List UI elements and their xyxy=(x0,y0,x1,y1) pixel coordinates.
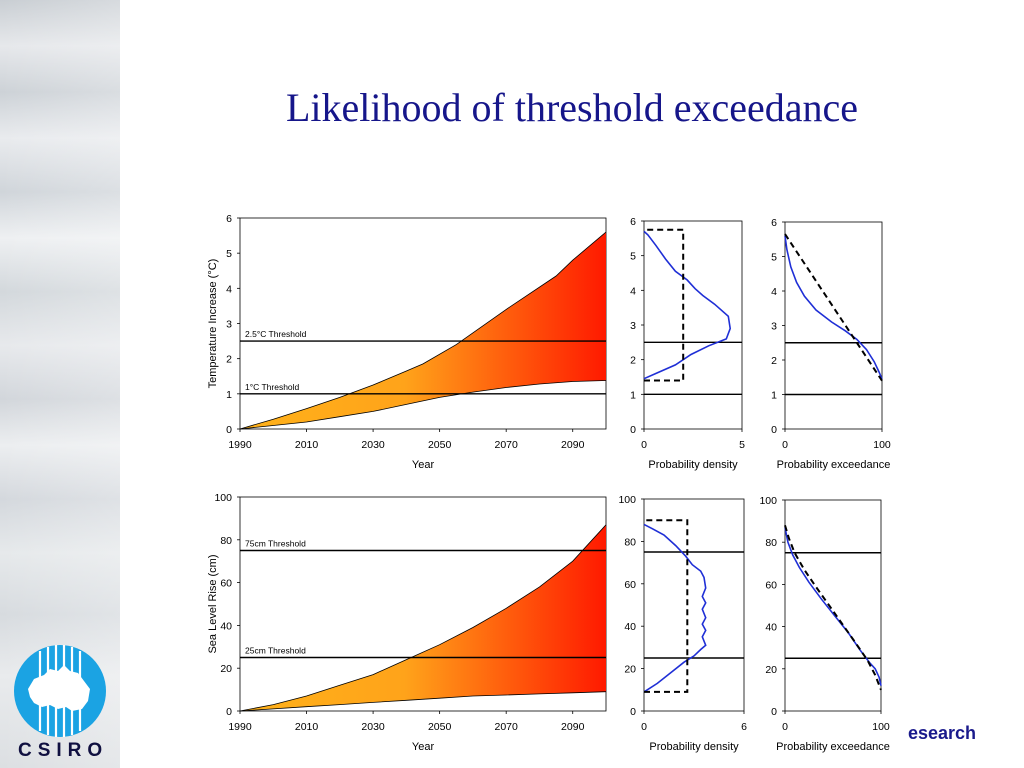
sea_density-xtick-label-1: 6 xyxy=(741,721,747,733)
sea_projection-xlabel: Year xyxy=(412,741,435,753)
temp_exceedance-ytick-label-3: 3 xyxy=(771,321,777,333)
temp_density-ytick-label-4: 4 xyxy=(630,285,636,297)
temp_density-ytick-label-6: 6 xyxy=(630,216,636,228)
temp_density-ytick-label-5: 5 xyxy=(630,251,636,263)
sea_exceedance-ytick-label-4: 80 xyxy=(765,537,777,549)
temp_exceedance-ytick-label-6: 6 xyxy=(771,217,777,229)
temp_projection-ylabel: Temperature Increase (°C) xyxy=(207,259,219,389)
sea_exceedance-ytick-label-0: 0 xyxy=(771,706,777,718)
sea_projection-xtick-label-0: 1990 xyxy=(228,721,252,733)
csiro-logo xyxy=(14,645,106,737)
temp_projection-area-fill xyxy=(240,232,606,429)
sea_projection-xtick-label-3: 2050 xyxy=(428,721,452,733)
temp_projection-xtick-label-0: 1990 xyxy=(228,439,252,451)
temp_projection-ytick-label-6: 6 xyxy=(226,213,232,225)
sea_exceedance-xtick-label-1: 100 xyxy=(872,721,890,733)
temp_projection-ytick-label-3: 3 xyxy=(226,319,232,331)
sea_projection-xtick-label-2: 2030 xyxy=(361,721,385,733)
sidebar-overlay xyxy=(0,0,120,768)
temp_exceedance-plot-frame xyxy=(784,221,883,430)
sea_density-ytick-label-2: 40 xyxy=(624,621,636,633)
sea_density-series-solid-0 xyxy=(643,523,707,693)
sea_projection-ytick-label-0: 0 xyxy=(226,706,232,718)
sea_density-ytick-label-3: 60 xyxy=(624,579,636,591)
temp_density-series-solid-0 xyxy=(643,230,732,380)
sea_exceedance-xtick-label-0: 0 xyxy=(782,721,788,733)
sea_projection-ylabel: Sea Level Rise (cm) xyxy=(207,554,219,653)
temp_density-xlabel: Probability density xyxy=(648,459,738,471)
temp_exceedance-xtick-label-1: 100 xyxy=(873,439,891,451)
temp_exceedance-ytick-label-5: 5 xyxy=(771,252,777,264)
temp_projection-lower-line xyxy=(239,380,607,430)
sea_projection-ytick-label-5: 100 xyxy=(214,492,232,504)
sidebar-background xyxy=(0,0,120,768)
temp_density-ytick-label-1: 1 xyxy=(630,389,636,401)
sea_projection-xtick-label-1: 2010 xyxy=(295,721,319,733)
sea_projection-xtick-label-5: 2090 xyxy=(561,721,585,733)
sea_density-ytick-label-0: 0 xyxy=(630,706,636,718)
temp_projection-threshold-label-1: 1°C Threshold xyxy=(245,382,300,392)
temp_projection-xtick-label-5: 2090 xyxy=(561,439,585,451)
sea_density-series-dashed-1 xyxy=(644,519,689,693)
temp_exceedance-ytick-label-2: 2 xyxy=(771,355,777,367)
temp_density-plot-frame xyxy=(643,220,743,430)
temp_projection-upper-line xyxy=(239,231,607,430)
temp_projection-ytick-label-1: 1 xyxy=(226,389,232,401)
sea_density-plot-frame xyxy=(643,498,745,712)
temp_exceedance-ytick-label-1: 1 xyxy=(771,390,777,402)
temp_density-ytick-label-3: 3 xyxy=(630,320,636,332)
temp_exceedance-xlabel: Probability exceedance xyxy=(777,459,891,471)
slide-title: Likelihood of threshold exceedance xyxy=(286,85,858,130)
temp_density-ytick-label-0: 0 xyxy=(630,424,636,436)
sea_density-ytick-label-5: 100 xyxy=(618,494,636,506)
logo-wordmark: CSIRO xyxy=(18,740,109,761)
temp_projection-threshold-label-0: 2.5°C Threshold xyxy=(245,329,307,339)
sea_exceedance-series-dashed-1 xyxy=(784,525,882,691)
sea_projection-xtick-label-4: 2070 xyxy=(495,721,519,733)
sea_exceedance-xlabel: Probability exceedance xyxy=(776,741,890,753)
temp_projection-ytick-label-2: 2 xyxy=(226,354,232,366)
temp_projection-xtick-label-2: 2030 xyxy=(361,439,385,451)
sea_exceedance-ytick-label-2: 40 xyxy=(765,622,777,634)
temp_projection-ytick-label-5: 5 xyxy=(226,248,232,260)
sea_projection-threshold-label-1: 25cm Threshold xyxy=(245,646,306,656)
temp_exceedance-series-solid-0 xyxy=(784,235,883,380)
temp_projection-xtick-label-1: 2010 xyxy=(295,439,319,451)
sea_exceedance-series-solid-0 xyxy=(784,527,882,686)
temp_projection-ytick-label-0: 0 xyxy=(226,424,232,436)
temp_projection-xtick-label-4: 2070 xyxy=(495,439,519,451)
footer-text: esearch xyxy=(908,723,977,743)
temp_density-series-dashed-1 xyxy=(644,228,685,382)
sea_exceedance-ytick-label-3: 60 xyxy=(765,579,777,591)
sea_projection-ytick-label-2: 40 xyxy=(220,620,232,632)
temp_density-xtick-label-1: 5 xyxy=(739,439,745,451)
sea_exceedance-ytick-label-5: 100 xyxy=(759,495,777,507)
sea_projection-ytick-label-3: 60 xyxy=(220,578,232,590)
sea_projection-ytick-label-4: 80 xyxy=(220,535,232,547)
sea_density-ytick-label-1: 20 xyxy=(624,664,636,676)
sea_density-xlabel: Probability density xyxy=(649,741,739,753)
temp_projection-ytick-label-4: 4 xyxy=(226,283,232,295)
temp_density-ytick-label-2: 2 xyxy=(630,355,636,367)
temp_exceedance-ytick-label-0: 0 xyxy=(771,424,777,436)
temp_projection-xtick-label-3: 2050 xyxy=(428,439,452,451)
sea_exceedance-ytick-label-1: 20 xyxy=(765,664,777,676)
sea_projection-threshold-label-0: 75cm Threshold xyxy=(245,539,306,549)
sea_projection-ytick-label-1: 20 xyxy=(220,663,232,675)
sea_density-ytick-label-4: 80 xyxy=(624,536,636,548)
sea_projection-area-fill xyxy=(240,524,606,711)
temp_exceedance-ytick-label-4: 4 xyxy=(771,286,777,298)
sea_projection-upper-line xyxy=(239,524,607,712)
temp_density-xtick-label-0: 0 xyxy=(641,439,647,451)
sea_projection-lower-line xyxy=(239,691,607,712)
sea_density-xtick-label-0: 0 xyxy=(641,721,647,733)
sea_exceedance-plot-frame xyxy=(784,499,882,712)
temp_projection-xlabel: Year xyxy=(412,459,435,471)
temp_exceedance-xtick-label-0: 0 xyxy=(782,439,788,451)
